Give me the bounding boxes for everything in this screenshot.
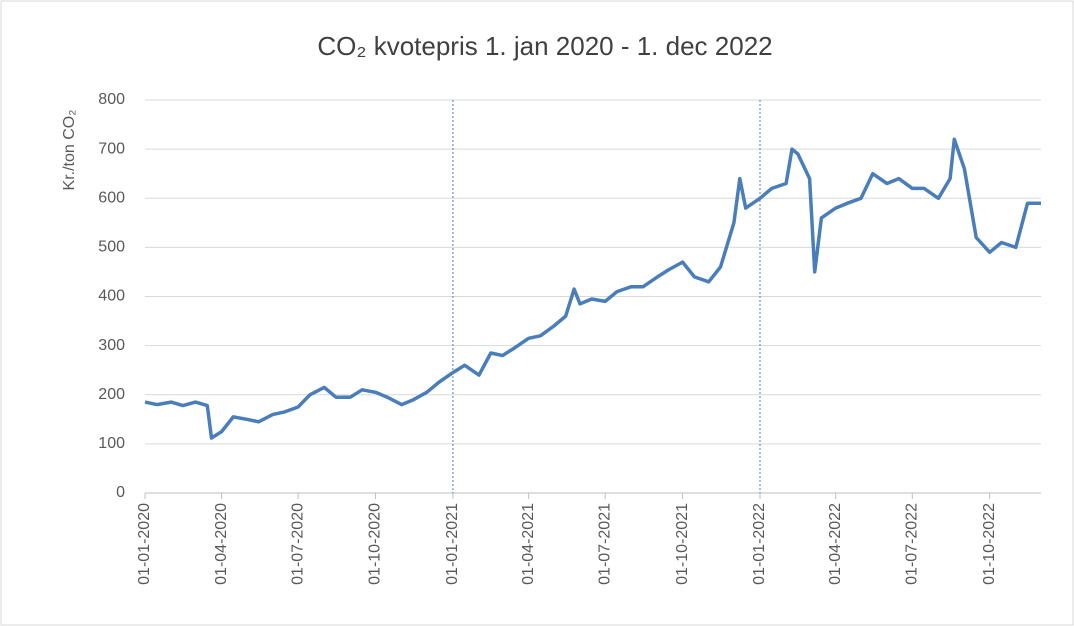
x-tick-label: 01-04-2022 bbox=[827, 503, 844, 585]
x-tick-label: 01-07-2020 bbox=[289, 503, 306, 585]
y-tick-label: 600 bbox=[98, 189, 125, 206]
y-tick-label: 500 bbox=[98, 239, 125, 256]
y-tick-label: 200 bbox=[98, 386, 125, 403]
y-tick-label: 100 bbox=[98, 435, 125, 452]
x-tick-label: 01-04-2021 bbox=[520, 503, 537, 585]
x-tick-label: 01-10-2021 bbox=[674, 503, 691, 585]
x-tick-label: 01-07-2022 bbox=[903, 503, 920, 585]
y-tick-label: 0 bbox=[116, 484, 125, 501]
x-tick-label: 01-01-2020 bbox=[136, 503, 153, 585]
chart-title: CO₂ kvotepris 1. jan 2020 - 1. dec 2022 bbox=[317, 31, 772, 61]
x-tick-label: 01-07-2021 bbox=[596, 503, 613, 585]
x-tick-label: 01-01-2021 bbox=[444, 503, 461, 585]
y-tick-label: 700 bbox=[98, 140, 125, 157]
y-tick-label: 400 bbox=[98, 288, 125, 305]
y-tick-label: 800 bbox=[98, 91, 125, 108]
x-tick-label: 01-10-2022 bbox=[981, 503, 998, 585]
x-tick-label: 01-10-2020 bbox=[367, 503, 384, 585]
x-tick-label: 01-04-2020 bbox=[213, 503, 230, 585]
y-tick-label: 300 bbox=[98, 337, 125, 354]
data-line bbox=[144, 137, 1041, 440]
x-tick-label: 01-01-2022 bbox=[751, 503, 768, 585]
y-axis-label: Kr./ton CO₂ bbox=[61, 110, 78, 191]
